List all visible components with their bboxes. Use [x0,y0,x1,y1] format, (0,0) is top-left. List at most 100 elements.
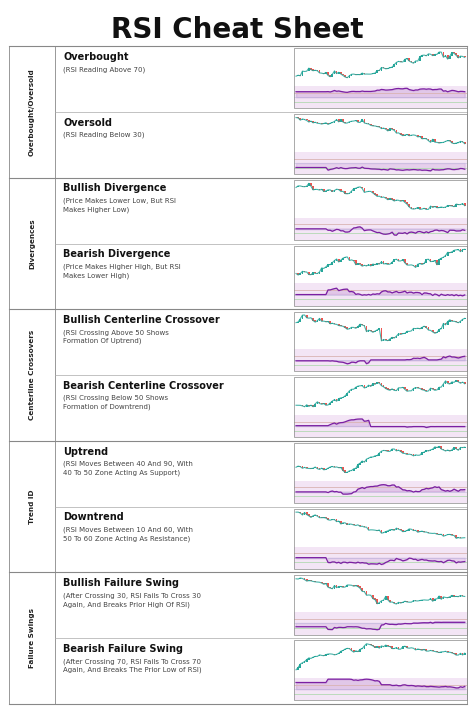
Bar [336,585,337,588]
Bar [406,646,408,648]
Text: (Price Makes Higher High, But RSI
Makes Lower High): (Price Makes Higher High, But RSI Makes … [63,264,181,279]
Bar [378,646,380,648]
Bar [456,380,457,383]
Bar [436,332,438,333]
Bar [432,449,434,450]
Bar [443,52,444,58]
Bar [310,121,312,122]
Bar [319,516,320,518]
Bar [376,263,378,264]
Bar [327,122,329,124]
Bar [348,257,350,260]
Bar [325,654,327,656]
Bar [464,653,465,655]
Bar [451,534,453,535]
Bar [395,449,397,451]
Bar [368,330,370,331]
Bar [364,73,365,74]
Bar [364,325,365,326]
Bar [368,458,370,459]
Bar [368,643,370,644]
Bar [395,336,397,338]
Bar [310,183,312,186]
Bar [456,204,457,207]
Bar [402,602,404,603]
Text: Bearish Failure Swing: Bearish Failure Swing [63,644,183,654]
Bar [308,405,310,407]
Bar [409,134,410,136]
Bar [329,75,331,77]
Bar [385,531,387,533]
Bar [389,599,391,602]
Bar [355,74,356,75]
Bar [428,139,429,141]
Bar [413,600,414,602]
Bar [381,451,383,453]
Bar [415,454,417,456]
Bar [327,468,329,469]
Bar [361,324,363,325]
Bar [325,73,327,74]
Bar [344,471,346,473]
Bar [447,321,448,325]
Text: Overbought/Oversold: Overbought/Oversold [29,68,35,156]
Bar [383,128,384,129]
Bar [391,128,393,129]
Bar [423,452,425,453]
Bar [300,578,301,579]
Bar [323,468,325,470]
Bar [391,389,393,390]
Bar [453,447,455,450]
Bar [400,61,401,62]
Bar [398,602,400,604]
Bar [319,655,320,656]
Bar [460,653,461,655]
Bar [389,128,391,131]
Bar [457,55,459,58]
Bar [351,648,352,651]
Bar [445,324,447,325]
Bar [331,122,333,123]
Bar [440,652,442,653]
Bar [361,73,363,75]
Bar [457,449,459,450]
Bar [323,267,325,269]
Bar [310,68,312,70]
Bar [447,651,448,653]
Bar [462,595,464,596]
Text: RSI Cheat Sheet: RSI Cheat Sheet [111,16,363,43]
Bar [342,258,344,260]
Bar [355,260,356,264]
Bar [370,385,372,387]
Bar [331,262,333,264]
Bar [406,202,408,204]
Bar [342,523,344,524]
Bar [327,264,329,267]
Bar [387,198,389,200]
Bar [460,141,461,143]
Bar [306,405,308,407]
Bar [370,644,372,645]
Bar [308,514,310,516]
Bar [312,515,314,518]
Bar [387,530,389,532]
Bar [310,515,312,518]
Text: Failure Swings: Failure Swings [29,608,35,668]
Bar [398,387,400,390]
Bar [443,257,444,258]
Bar [348,328,350,329]
Bar [409,58,410,61]
Bar [423,326,425,328]
Bar [317,515,318,516]
Bar [387,596,389,600]
Bar [378,602,380,604]
Bar [334,585,335,589]
Bar [438,329,440,333]
Bar [317,321,318,322]
Bar [312,405,314,407]
Bar [370,330,372,331]
Bar [436,651,438,652]
Bar [430,599,431,600]
Text: (After Crossing 70, RSI Fails To Cross 70
Again, And Breaks The Prior Low of RSI: (After Crossing 70, RSI Fails To Cross 7… [63,658,201,673]
Bar [443,534,444,536]
